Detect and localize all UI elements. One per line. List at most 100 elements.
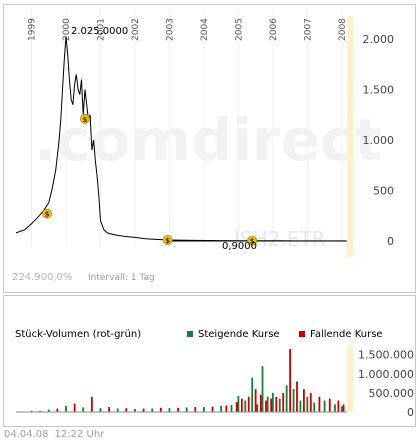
x-tick-label-2008: 2008 <box>338 18 348 41</box>
volume-bar-down-12 <box>235 402 238 412</box>
volume-bar-up-21 <box>285 385 288 412</box>
x-tick-label-2003: 2003 <box>165 18 175 41</box>
volume-bar-up-15 <box>251 377 254 412</box>
volume-bar-up-14 <box>244 400 247 412</box>
volume-bar-up-23 <box>299 400 302 412</box>
dividend-marker-0: $ <box>42 208 52 219</box>
x-tick-label-2002: 2002 <box>131 18 141 41</box>
svg-text:$: $ <box>165 237 170 245</box>
volume-bar-down-10 <box>211 406 214 412</box>
x-tick-label-1999: 1999 <box>28 18 38 41</box>
x-tick-label-2007: 2007 <box>303 18 313 41</box>
volume-y-tick-label-1.000.000: 1.000.000 <box>358 368 414 381</box>
volume-bar-down-25 <box>318 396 321 412</box>
volume-bar-up-0 <box>30 410 33 412</box>
volume-bar-up-7 <box>151 408 154 412</box>
x-tick-label-2001: 2001 <box>96 18 106 41</box>
volume-chart: Stück-Volumen (rot-grün) Steigende Kurse… <box>15 329 415 419</box>
volume-bar-down-3 <box>90 396 93 412</box>
y-tick-label-2.000: 2.000 <box>363 33 395 46</box>
volume-bar-down-17 <box>265 400 267 412</box>
dividend-marker-3: $ <box>247 235 258 246</box>
volume-bar-up-5 <box>116 408 119 412</box>
volume-bar-down-1 <box>56 408 59 412</box>
peak-value-label: 2.025,0000 <box>71 26 128 37</box>
volume-chart-panel: Stück-Volumen (rot-grün) Steigende Kurse… <box>3 295 416 427</box>
volume-bar-up-3 <box>82 407 85 412</box>
volume-right-band <box>347 345 353 412</box>
price-series-line <box>15 36 346 242</box>
last-value-label: 0,9000 <box>222 241 257 252</box>
volume-bar-down-13 <box>240 398 243 412</box>
footer-time: 12:22 Uhr <box>54 429 105 440</box>
legend-down-label: Fallende Kurse <box>310 329 383 340</box>
volume-bar-down-22 <box>296 381 298 412</box>
volume-bar-down-8 <box>177 407 179 412</box>
volume-bar-up-25 <box>313 402 316 412</box>
watermark: .comdirect <box>34 106 382 174</box>
volume-bar-up-26 <box>323 400 326 412</box>
price-chart: 1999 2000 2001 2002 2003 2004 2005 2006 2007 2008… <box>12 9 395 283</box>
y-tick-label-1.500: 1.500 <box>363 84 395 97</box>
x-tick-label-2004: 2004 <box>200 18 210 41</box>
y-tick-label-0: 0 <box>387 235 394 248</box>
dividend-marker-2: $ <box>162 235 173 245</box>
volume-bar-down-18 <box>270 398 273 412</box>
y-tick-label-1.000: 1.000 <box>363 134 395 147</box>
volume-bar-up-24 <box>306 396 309 412</box>
volume-bar-down-2 <box>73 403 76 412</box>
info-value: 224.900,0% <box>12 272 72 283</box>
volume-bar-down-7 <box>159 407 162 412</box>
volume-bar-up-8 <box>168 408 171 412</box>
x-tick-label-2000: 2000 <box>62 18 72 41</box>
volume-bar-down-16 <box>259 394 262 412</box>
volume-bar-down-26 <box>328 398 331 412</box>
volume-bar-up-17 <box>261 366 264 412</box>
volume-bar-up-1 <box>47 409 50 412</box>
legend-up-label: Steigende Kurse <box>198 329 280 340</box>
volume-bar-down-19 <box>275 396 278 412</box>
legend-up-swatch <box>187 331 193 337</box>
volume-bar-up-28 <box>340 406 343 412</box>
volume-bar-up-6 <box>134 408 136 412</box>
volume-bar-up-12 <box>230 405 233 412</box>
volume-bar-down-5 <box>125 408 128 412</box>
dividend-marker-1: $ <box>80 113 90 124</box>
svg-text:$: $ <box>83 116 88 124</box>
y-tick-label-500: 500 <box>373 184 394 197</box>
legend-down-swatch <box>299 331 305 337</box>
volume-bar-down-28 <box>342 404 345 412</box>
price-chart-panel: 1999 2000 2001 2002 2003 2004 2005 2006 2007 2008… <box>3 4 416 293</box>
volume-y-tick-label-1.500.000: 1.500.000 <box>358 349 414 362</box>
volume-title: Stück-Volumen (rot-grün) <box>15 329 141 340</box>
volume-bar-down-20 <box>282 392 285 412</box>
volume-bar-up-27 <box>334 404 336 412</box>
volume-bar-up-16 <box>256 404 259 412</box>
volume-bar-up-11 <box>220 405 223 412</box>
volume-bar-down-24 <box>309 392 312 412</box>
volume-bar-up-22 <box>292 389 295 412</box>
footer-date: 04.04.08 <box>4 429 49 440</box>
volume-bar-down-21 <box>289 349 292 412</box>
volume-bar-down-27 <box>337 400 340 412</box>
volume-bar-down-6 <box>142 408 145 412</box>
volume-y-tick-label-0: 0 <box>407 406 414 419</box>
svg-text:$: $ <box>250 238 255 246</box>
volume-bar-up-13 <box>237 395 240 412</box>
svg-text:$: $ <box>45 211 50 219</box>
volume-bar-up-18 <box>266 396 269 412</box>
volume-y-tick-label-500.000: 500.000 <box>369 387 415 400</box>
x-tick-label-2006: 2006 <box>269 18 279 41</box>
volume-bar-up-4 <box>99 408 102 412</box>
volume-bar-up-2 <box>65 405 67 412</box>
volume-bar-down-4 <box>108 407 110 412</box>
volume-bar-up-19 <box>271 392 274 412</box>
x-tick-label-2005: 2005 <box>234 18 244 41</box>
volume-bar-up-20 <box>278 398 281 412</box>
volume-bar-down-23 <box>303 389 305 412</box>
volume-bar-down-15 <box>254 389 257 412</box>
volume-bar-down-14 <box>247 396 250 412</box>
info-interval: Intervall: 1 Tag <box>88 273 155 283</box>
volume-bar-down-9 <box>194 407 197 412</box>
footer-timestamp: 04.04.08 12:22 Uhr <box>4 429 110 440</box>
